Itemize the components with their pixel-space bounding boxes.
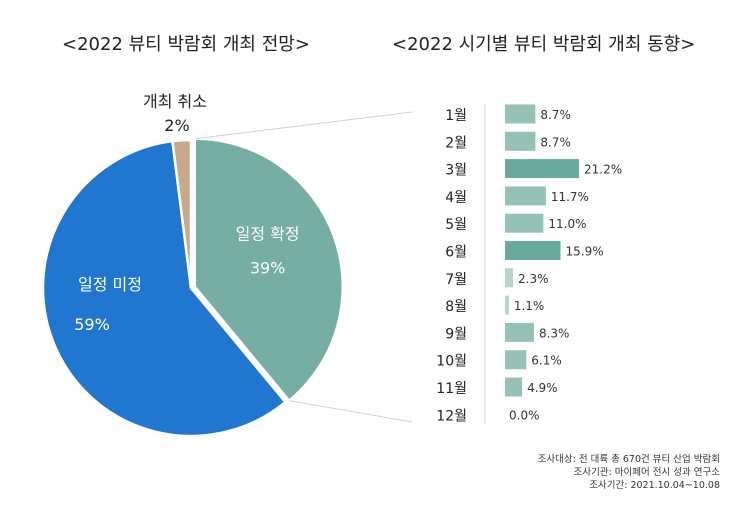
bar-category-label: 9월 bbox=[445, 326, 467, 342]
bar-9 bbox=[505, 322, 534, 342]
bar-category-label: 11월 bbox=[436, 381, 467, 397]
bar-category-label: 2월 bbox=[445, 135, 467, 151]
survey-notes: 조사대상: 전 대륙 총 670건 뷰티 산업 박람회 조사기관: 마이페어 전… bbox=[538, 453, 720, 492]
bar-value-label: 0.0% bbox=[509, 408, 540, 422]
bar-value-label: 11.7% bbox=[551, 190, 589, 204]
pie-slice-2 bbox=[41, 139, 288, 438]
bar-category-label: 1월 bbox=[445, 108, 467, 124]
bar-category-label: 12월 bbox=[436, 408, 467, 424]
pie-slice-3 bbox=[171, 138, 193, 289]
bar-value-label: 6.1% bbox=[531, 354, 562, 368]
bar-value-label: 15.9% bbox=[566, 245, 604, 259]
bar-value-label: 11.0% bbox=[548, 217, 586, 231]
pie-value-cancelled: 2% bbox=[164, 116, 189, 135]
survey-period-note: 조사기간: 2021.10.04~10.08 bbox=[589, 480, 720, 491]
bar-2 bbox=[505, 131, 536, 151]
survey-target-note: 조사대상: 전 대륙 총 670건 뷰티 산업 박람회 bbox=[537, 454, 720, 465]
bar-6 bbox=[505, 241, 561, 260]
bar-value-label: 8.7% bbox=[540, 108, 571, 122]
bar-category-label: 7월 bbox=[445, 272, 467, 288]
bar-category-label: 3월 bbox=[445, 163, 467, 179]
pie-slice-1 bbox=[193, 137, 345, 403]
bar-8 bbox=[505, 295, 509, 315]
connector-line-top bbox=[195, 111, 413, 140]
bar-11 bbox=[505, 377, 523, 397]
pie-value-confirmed: 39% bbox=[250, 259, 286, 278]
pie-chart-title: <2022 뷰티 박람회 개최 전망> bbox=[62, 34, 310, 55]
bar-5 bbox=[505, 213, 544, 233]
pie-label-cancelled: 개최 취소 bbox=[143, 92, 207, 111]
pie-value-undecided: 59% bbox=[74, 315, 110, 334]
bar-10 bbox=[505, 350, 527, 370]
bar-value-label: 8.3% bbox=[539, 326, 570, 340]
bar-category-label: 8월 bbox=[445, 299, 467, 315]
bar-value-label: 1.1% bbox=[514, 299, 545, 313]
bar-category-label: 5월 bbox=[445, 217, 467, 233]
bar-1 bbox=[505, 104, 536, 124]
bar-value-label: 2.3% bbox=[518, 272, 549, 286]
bar-7 bbox=[505, 268, 514, 288]
bar-chart-title: <2022 시기별 뷰티 박람회 개최 동향> bbox=[392, 34, 696, 55]
bar-value-label: 4.9% bbox=[527, 381, 558, 395]
bar-3 bbox=[505, 159, 579, 179]
survey-agency-note: 조사기관: 마이페어 전시 성과 연구소 bbox=[573, 467, 720, 478]
pie-label-undecided: 일정 미정 bbox=[78, 275, 142, 294]
bar-category-label: 6월 bbox=[445, 245, 467, 261]
bar-category-label: 4월 bbox=[445, 190, 467, 206]
pie-label-confirmed: 일정 확정 bbox=[236, 225, 300, 244]
bar-value-label: 8.7% bbox=[540, 135, 571, 149]
bar-category-label: 10월 bbox=[436, 354, 467, 370]
connector-line-bottom bbox=[289, 400, 413, 423]
bar-value-label: 21.2% bbox=[584, 163, 622, 177]
bar-4 bbox=[505, 186, 546, 206]
